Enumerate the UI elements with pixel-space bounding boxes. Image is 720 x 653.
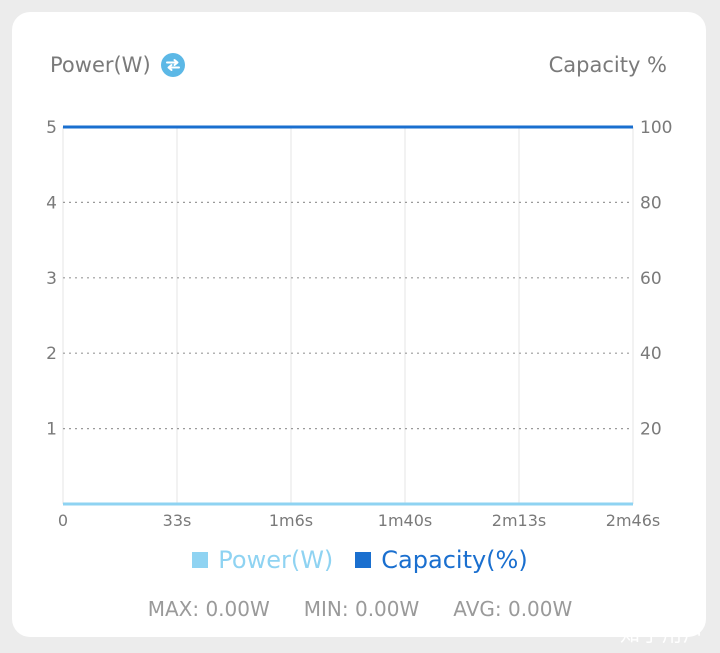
x-tick-label: 33s [163,511,192,530]
left-axis-title: Power(W) [50,53,151,77]
legend-swatch-capacity [355,552,372,568]
x-tick-label: 1m6s [269,511,313,530]
line-chart: 1 2 3 4 5 20 40 60 80 100 0 33s 1m6s 1m40s 2m13s 2m46s [46,118,672,530]
legend-item-capacity[interactable]: Capacity(%) [355,546,528,574]
y-right-tick-label: 40 [640,344,662,364]
y-left-tick-label: 5 [46,118,57,138]
legend-swatch-power [192,552,209,568]
x-tick-label: 2m46s [606,511,660,530]
chart-card [12,12,706,637]
y-left-tick-label: 4 [46,193,57,213]
chart-legend: Power(W) Capacity(%) [0,546,720,574]
x-tick-label: 1m40s [378,511,432,530]
legend-label-power: Power(W) [218,546,334,574]
swap-arrows-icon[interactable] [160,53,185,77]
power-stats: MAX: 0.00W MIN: 0.00W AVG: 0.00W [0,597,720,621]
stat-avg: AVG: 0.00W [453,597,573,621]
watermark: 知乎用户 [620,622,704,646]
legend-label-capacity: Capacity(%) [381,546,528,574]
right-axis-title: Capacity % [548,53,667,77]
y-left-tick-label: 3 [46,269,57,289]
y-right-tick-label: 100 [640,118,672,138]
y-left-tick-label: 2 [46,344,57,364]
y-left-tick-label: 1 [46,420,57,440]
x-tick-label: 2m13s [492,511,546,530]
stat-max: MAX: 0.00W [147,597,270,621]
x-tick-label: 0 [58,511,68,530]
legend-item-power[interactable]: Power(W) [192,546,333,574]
y-right-tick-label: 20 [640,420,662,440]
y-right-tick-label: 80 [640,193,662,213]
y-right-tick-label: 60 [640,269,662,289]
left-axis-header: Power(W) [50,53,185,77]
stat-min: MIN: 0.00W [303,597,420,621]
